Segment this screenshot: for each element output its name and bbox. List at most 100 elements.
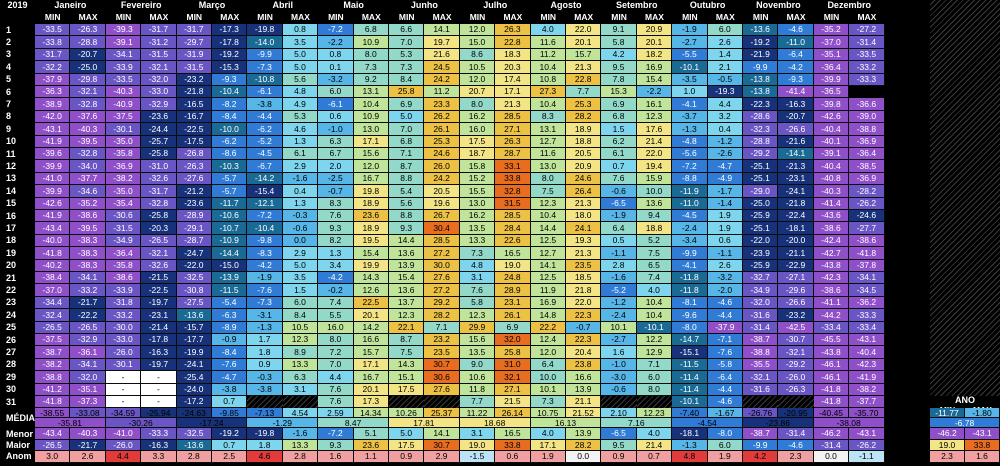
- min-header: MIN: [247, 11, 283, 23]
- day-value-cell: 28.4: [495, 222, 531, 235]
- day-value-cell: 20.1: [566, 36, 602, 49]
- menor-value-cell: -40.3: [70, 428, 106, 440]
- day-value-cell: 25.3: [566, 98, 602, 111]
- maior-value-cell: 0.7: [212, 439, 248, 452]
- day-value-cell: 7.4: [636, 272, 673, 285]
- anom-value-cell: 4.8: [672, 451, 708, 463]
- day-value-cell: 32.0: [495, 334, 531, 347]
- day-value-cell: -31.2: [141, 36, 177, 49]
- day-value-cell: -27.6: [176, 172, 212, 186]
- day-value-cell: 7.0: [389, 123, 425, 136]
- row-label-day: 24: [0, 309, 35, 322]
- day-value-cell: -17.3: [212, 24, 248, 37]
- day-value-cell: -21.6: [778, 135, 814, 148]
- day-value-cell: -13.8: [743, 73, 779, 86]
- row-label-day: 19: [0, 247, 35, 260]
- day-value-cell: 22.0: [636, 148, 673, 161]
- maior-value-cell: 9.3: [318, 439, 354, 452]
- day-value-cell: 5.4: [389, 185, 425, 198]
- day-value-cell: -34.1: [849, 272, 885, 285]
- day-value-cell: -10.0: [212, 123, 248, 136]
- day-value-cell: 11.6: [530, 36, 566, 49]
- day-value-cell: 22.6: [495, 234, 531, 248]
- day-value-cell: 9.3: [389, 222, 425, 235]
- anom-value-cell: 0.0: [566, 451, 602, 463]
- day-value-cell: -31.4: [849, 36, 885, 49]
- day-value-cell: 9.0: [459, 358, 496, 372]
- day-value-cell: -28.6: [743, 110, 779, 124]
- day-value-cell: -14.7: [672, 334, 708, 347]
- day-value-cell: -11.9: [672, 185, 708, 198]
- day-value-cell: -3.7: [672, 110, 708, 124]
- day-value-cell: -24.7: [176, 247, 212, 260]
- day-value-cell: -34.4: [35, 296, 71, 310]
- day-value-cell: -31.9: [176, 48, 212, 62]
- day-value-cell: -10.4: [212, 86, 248, 99]
- day-value-cell: -31.5: [141, 48, 177, 62]
- month-header: Agosto: [530, 0, 602, 11]
- day-value-cell: 8.4: [282, 309, 319, 322]
- row-label-day: 12: [0, 160, 35, 173]
- day-value-cell: 7.6: [459, 284, 496, 297]
- day-value-cell: -8.6: [212, 148, 248, 161]
- day-value-cell: 25.8: [389, 86, 425, 99]
- day-value-cell: -28.9: [176, 210, 212, 223]
- day-value-cell: -13.9: [212, 272, 248, 285]
- day-value-cell: -4.6: [707, 296, 743, 310]
- day-value-cell: -5.7: [212, 185, 248, 198]
- day-value-cell: -20.0: [778, 234, 814, 248]
- day-value-cell: 2.0: [318, 160, 354, 173]
- day-value-cell: -25.1: [743, 172, 779, 186]
- media-value-cell: -35.70: [849, 408, 885, 419]
- day-value-cell: 14.2: [353, 321, 389, 334]
- day-value-cell: 16.6: [353, 334, 389, 347]
- day-value-cell: 14.1: [530, 259, 566, 272]
- day-value-cell: 12.6: [353, 284, 389, 297]
- day-value-cell: -31.6: [743, 383, 779, 396]
- day-value-cell: 22.8: [495, 36, 531, 49]
- day-value-cell: 26.7: [424, 210, 460, 223]
- day-value-cell: 12.4: [530, 334, 566, 347]
- day-value-cell: -33.5: [105, 73, 142, 86]
- ano-maior-cell: 33.8: [965, 439, 1000, 452]
- maior-value-cell: 23.6: [353, 439, 389, 452]
- menor-value-cell: -8.0: [707, 428, 743, 440]
- ano-maior-cell: 19.0: [930, 439, 965, 452]
- day-value-cell: -41.1: [813, 296, 850, 310]
- day-value-cell: -1.9: [672, 24, 708, 37]
- day-value-cell: 31.0: [495, 358, 531, 372]
- ano-menor-cell: -46.2: [930, 428, 965, 440]
- day-value-cell: [778, 396, 814, 409]
- day-value-cell: 18.9: [353, 222, 389, 235]
- day-value-cell: -10.1: [636, 321, 673, 334]
- day-value-cell: -24.1: [176, 358, 212, 372]
- day-value-cell: -26.3: [176, 160, 212, 173]
- day-value-cell: [636, 396, 673, 409]
- day-value-cell: -16.3: [141, 346, 177, 359]
- day-value-cell: 2.9: [282, 247, 319, 260]
- ano-anom-cell: 1.6: [965, 451, 1000, 463]
- day-value-cell: 6.1: [282, 148, 319, 161]
- day-value-cell: 5.6: [389, 197, 425, 210]
- day-value-cell: 7.1: [389, 148, 425, 161]
- day-value-cell: -38.6: [813, 222, 850, 235]
- day-value-cell: -1.3: [247, 321, 283, 334]
- day-value-cell: -31.7: [176, 24, 212, 37]
- day-value-cell: -38.9: [35, 98, 71, 111]
- day-value-cell: -19.2: [743, 36, 779, 49]
- day-value-cell: -26.3: [778, 383, 814, 396]
- day-value-cell: 26.0: [424, 160, 460, 173]
- media-value-cell: 2.59: [318, 408, 354, 419]
- maior-value-cell: 28.2: [566, 439, 602, 452]
- day-value-cell: -25.9: [743, 210, 779, 223]
- day-value-cell: -25.1: [743, 160, 779, 173]
- day-value-cell: -41.8: [849, 247, 885, 260]
- day-value-cell: -5.6: [672, 148, 708, 161]
- media-value-cell: 4.54: [282, 408, 319, 419]
- day-value-cell: 13.0: [459, 197, 496, 210]
- day-value-cell: -38.6: [70, 210, 106, 223]
- day-value-cell: -30.8: [176, 284, 212, 297]
- day-value-cell: -3.8: [247, 383, 283, 396]
- row-label-day: 22: [0, 284, 35, 297]
- day-value-cell: -33.5: [849, 48, 885, 62]
